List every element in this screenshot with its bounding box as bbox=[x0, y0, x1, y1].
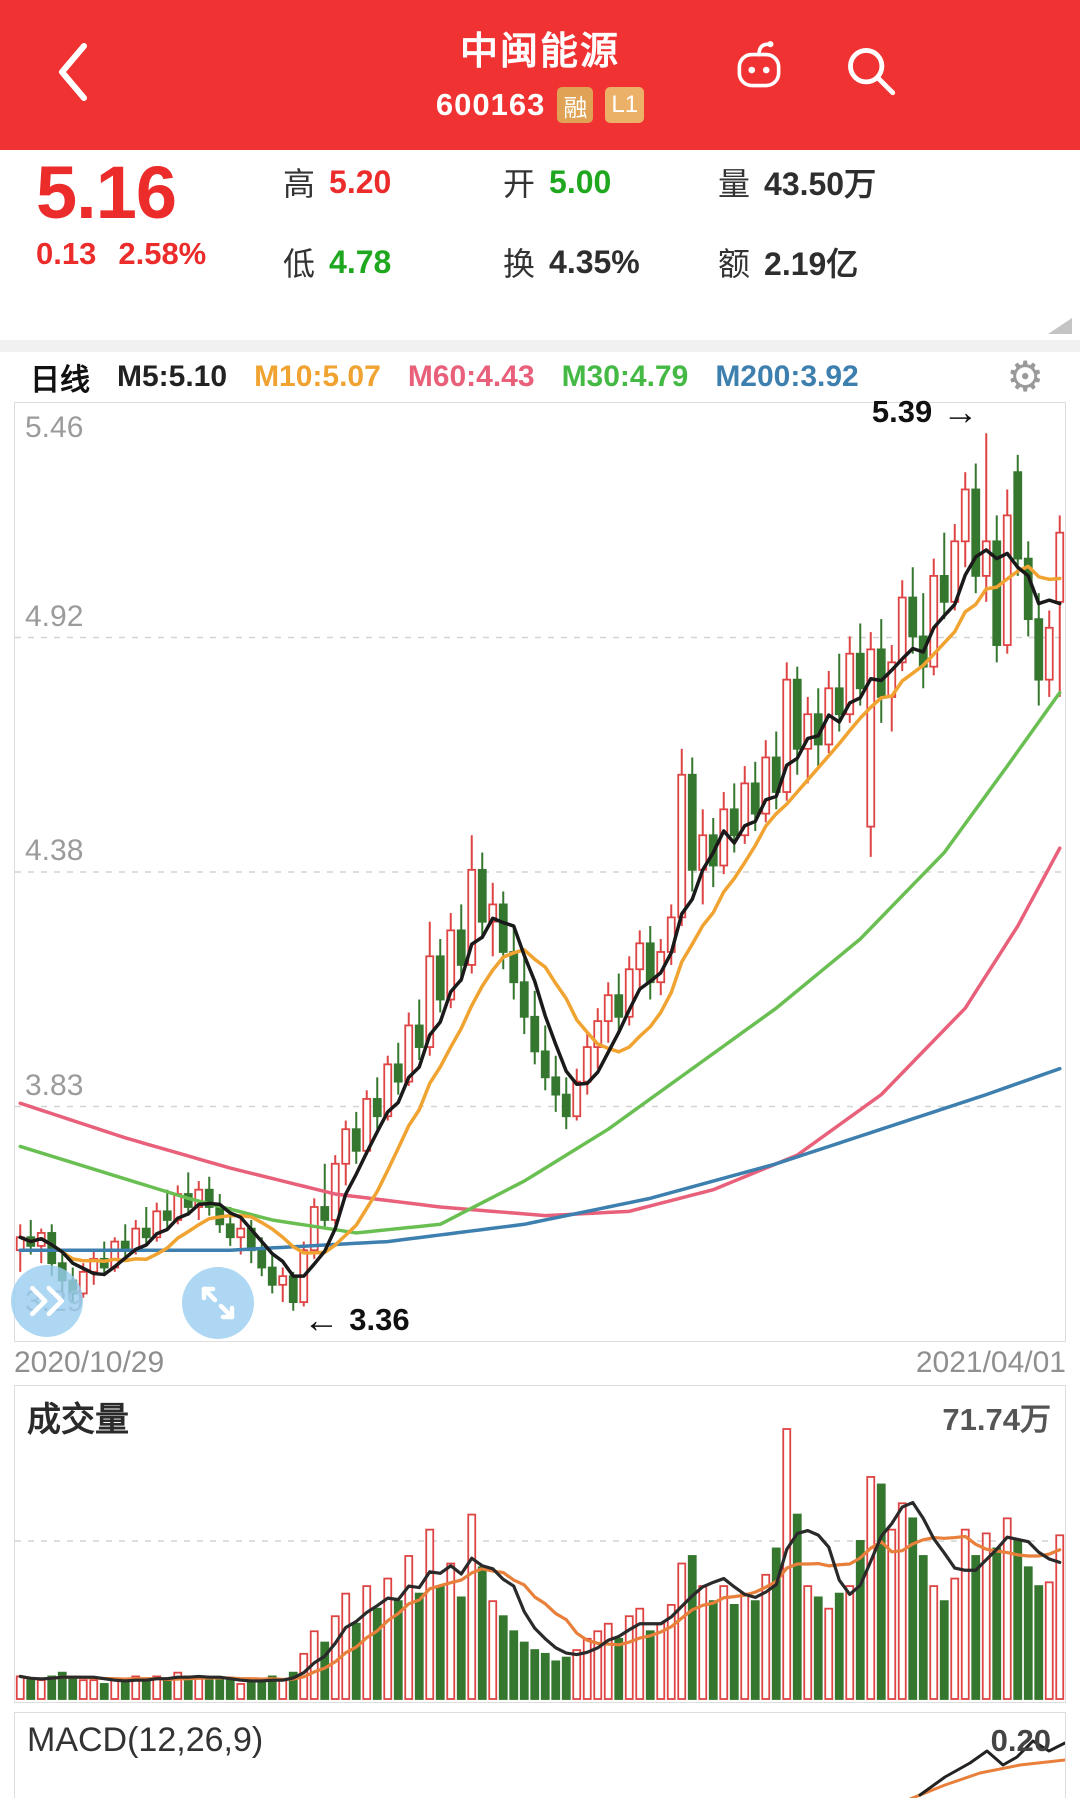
section-divider bbox=[0, 340, 1080, 352]
change-amount: 0.13 bbox=[36, 236, 97, 271]
stock-name: 中闽能源 bbox=[459, 31, 620, 73]
low-value: 4.78 bbox=[329, 243, 392, 280]
fast-forward-button[interactable] bbox=[11, 1265, 83, 1337]
gear-icon[interactable]: ⚙ bbox=[1006, 353, 1044, 400]
candlestick-canvas bbox=[15, 433, 1065, 1311]
lowest-price-value: 3.36 bbox=[349, 1301, 410, 1337]
macd-pane[interactable]: MACD(12,26,9) 0.20 bbox=[14, 1712, 1066, 1798]
ma5-label: M5:5.10 bbox=[117, 360, 228, 393]
y-axis-label-3: 4.38 bbox=[25, 834, 84, 867]
ma200-label: M200:3.92 bbox=[715, 360, 859, 393]
expand-quote-corner-icon[interactable] bbox=[1048, 318, 1072, 334]
double-chevron-right-icon bbox=[30, 1285, 64, 1317]
quote-field-high: 高 5.20 bbox=[283, 163, 392, 203]
high-value: 5.20 bbox=[329, 163, 392, 200]
back-button[interactable] bbox=[52, 40, 96, 104]
y-axis-label-1: 5.46 bbox=[25, 411, 84, 444]
amount-value: 2.19亿 bbox=[764, 246, 859, 282]
quote-field-volume: 量 43.50万 bbox=[718, 160, 876, 204]
search-icon bbox=[848, 48, 896, 96]
turnover-rate-value: 4.35% bbox=[549, 243, 640, 280]
macd-pane-title: MACD(12,26,9) bbox=[27, 1721, 264, 1759]
arrow-left-icon: ← bbox=[303, 1298, 340, 1340]
volume-pane[interactable]: 成交量 71.74万 bbox=[14, 1385, 1066, 1703]
volume-max-label: 71.74万 bbox=[942, 1402, 1051, 1437]
quote-field-low: 低 4.78 bbox=[283, 243, 392, 283]
y-axis-label-2: 4.92 bbox=[25, 600, 84, 633]
lowest-price-annotation: ← 3.36 bbox=[303, 1299, 409, 1341]
stock-code: 600163 bbox=[435, 87, 546, 122]
price-change: 0.13 2.58% bbox=[36, 236, 206, 272]
macd-value: 0.20 bbox=[990, 1723, 1051, 1758]
change-percent: 2.58% bbox=[118, 236, 207, 271]
start-date: 2020/10/29 bbox=[14, 1346, 165, 1379]
assistant-button[interactable] bbox=[728, 38, 790, 100]
margin-badge: 融 bbox=[557, 87, 594, 123]
quote-field-amount: 额 2.19亿 bbox=[718, 240, 876, 284]
highest-price-value: 5.39 bbox=[871, 394, 933, 430]
volume-pane-title: 成交量 bbox=[27, 1401, 129, 1439]
quote-field-turnover-rate: 换 4.35% bbox=[503, 243, 640, 283]
candlestick-chart[interactable]: 5.46 4.92 4.38 3.83 3.29 5.39 → ← 3.36 bbox=[11, 391, 1066, 1342]
period-selector[interactable]: 日线 bbox=[30, 364, 90, 397]
quote-panel[interactable]: 5.16 0.13 2.58% 高 5.20 低 4.78 开 5.00 换 4… bbox=[0, 150, 1080, 340]
indicator-bar: 日线 M5:5.10 M10:5.07 M60:4.43 M30:4.79 M2… bbox=[0, 352, 1080, 402]
y-axis-label-4: 3.83 bbox=[25, 1069, 84, 1102]
last-price: 5.16 bbox=[36, 151, 177, 234]
open-value: 5.00 bbox=[549, 163, 612, 200]
ma10-label: M10:5.07 bbox=[254, 360, 381, 393]
x-axis-date-range: 2020/10/29 2021/04/01 bbox=[14, 1346, 1066, 1382]
volume-canvas bbox=[15, 1428, 1065, 1700]
volume-value: 43.50万 bbox=[764, 166, 877, 202]
ma60-label: M60:4.43 bbox=[407, 360, 535, 393]
level1-badge: L1 bbox=[605, 87, 645, 123]
arrow-right-icon: → bbox=[942, 391, 979, 433]
ma30-label: M30:4.79 bbox=[561, 360, 689, 393]
expand-chart-button[interactable] bbox=[182, 1267, 254, 1339]
highest-price-annotation: 5.39 → bbox=[872, 391, 978, 433]
quote-field-open: 开 5.00 bbox=[503, 163, 612, 203]
diagonal-expand-icon bbox=[201, 1286, 235, 1320]
header-title-block: 中闽能源 600163 融 L1 bbox=[0, 0, 1080, 123]
macd-canvas bbox=[908, 1739, 1065, 1798]
robot-icon bbox=[737, 41, 781, 88]
search-button[interactable] bbox=[842, 42, 904, 104]
app-header: 中闽能源 600163 融 L1 bbox=[0, 0, 1080, 150]
end-date: 2021/04/01 bbox=[915, 1346, 1066, 1379]
chevron-left-icon bbox=[59, 43, 87, 101]
